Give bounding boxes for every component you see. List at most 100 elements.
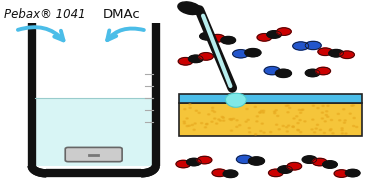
Circle shape	[330, 129, 332, 130]
Circle shape	[233, 50, 249, 58]
Circle shape	[257, 34, 272, 41]
Circle shape	[292, 126, 294, 128]
Circle shape	[212, 110, 214, 111]
Circle shape	[285, 127, 288, 128]
Circle shape	[340, 51, 354, 58]
Circle shape	[343, 109, 345, 110]
Circle shape	[314, 132, 316, 133]
Circle shape	[186, 125, 188, 127]
Circle shape	[341, 130, 343, 131]
Circle shape	[321, 118, 324, 119]
Circle shape	[183, 121, 185, 122]
Circle shape	[259, 112, 261, 113]
Circle shape	[313, 158, 327, 166]
Circle shape	[200, 33, 214, 40]
Circle shape	[289, 107, 291, 108]
Circle shape	[304, 121, 306, 122]
Circle shape	[327, 105, 329, 106]
Circle shape	[300, 132, 302, 133]
Circle shape	[330, 119, 333, 121]
Circle shape	[236, 155, 253, 163]
Circle shape	[218, 119, 220, 120]
Circle shape	[275, 110, 277, 111]
Circle shape	[245, 121, 247, 122]
Circle shape	[197, 156, 212, 164]
Circle shape	[195, 110, 197, 111]
Circle shape	[183, 123, 186, 124]
Bar	[179, 103, 362, 136]
Circle shape	[343, 122, 346, 123]
Circle shape	[261, 123, 264, 124]
Circle shape	[293, 42, 309, 50]
Circle shape	[323, 132, 325, 133]
Circle shape	[189, 107, 191, 108]
Circle shape	[329, 130, 331, 131]
Circle shape	[223, 120, 225, 121]
Circle shape	[332, 133, 334, 134]
Circle shape	[297, 130, 299, 131]
Circle shape	[198, 112, 200, 113]
Circle shape	[204, 127, 206, 128]
Circle shape	[345, 133, 347, 134]
Circle shape	[254, 134, 257, 135]
Circle shape	[302, 156, 317, 163]
Circle shape	[239, 125, 241, 126]
Circle shape	[278, 129, 280, 130]
Circle shape	[262, 112, 265, 113]
Circle shape	[188, 55, 203, 63]
Circle shape	[186, 118, 188, 119]
Circle shape	[270, 132, 272, 133]
Circle shape	[292, 126, 294, 127]
Circle shape	[205, 124, 208, 125]
Circle shape	[293, 118, 295, 119]
Circle shape	[287, 163, 302, 170]
Circle shape	[212, 169, 227, 177]
Circle shape	[213, 111, 216, 112]
Circle shape	[312, 119, 314, 120]
Circle shape	[311, 129, 313, 130]
Circle shape	[259, 112, 261, 113]
Circle shape	[223, 170, 238, 177]
Circle shape	[211, 121, 213, 122]
Circle shape	[296, 116, 298, 117]
Circle shape	[301, 109, 303, 111]
Circle shape	[339, 120, 341, 121]
Circle shape	[212, 107, 214, 108]
Circle shape	[298, 109, 300, 110]
Circle shape	[334, 170, 349, 177]
Circle shape	[260, 131, 262, 132]
Circle shape	[249, 157, 265, 165]
Circle shape	[176, 160, 191, 168]
Circle shape	[274, 113, 276, 114]
Circle shape	[352, 105, 354, 106]
Circle shape	[326, 111, 328, 112]
Circle shape	[318, 48, 333, 56]
Circle shape	[273, 111, 276, 112]
Circle shape	[349, 113, 351, 114]
Circle shape	[329, 50, 343, 57]
Circle shape	[264, 67, 280, 75]
Circle shape	[221, 116, 223, 118]
Circle shape	[285, 105, 287, 106]
Circle shape	[276, 124, 278, 125]
Circle shape	[275, 69, 291, 77]
Circle shape	[297, 122, 299, 124]
Circle shape	[219, 120, 221, 121]
Ellipse shape	[178, 2, 201, 15]
Circle shape	[351, 105, 353, 106]
Circle shape	[300, 112, 302, 113]
Circle shape	[214, 118, 216, 119]
Circle shape	[245, 49, 261, 57]
Circle shape	[248, 127, 250, 129]
Circle shape	[337, 113, 339, 115]
Circle shape	[269, 169, 283, 177]
Circle shape	[193, 129, 195, 130]
Circle shape	[232, 106, 235, 107]
Circle shape	[236, 126, 238, 127]
Circle shape	[188, 125, 190, 126]
Circle shape	[282, 125, 284, 126]
Circle shape	[278, 166, 292, 173]
Bar	[35, 98, 153, 166]
Circle shape	[221, 36, 236, 44]
Circle shape	[341, 133, 343, 134]
